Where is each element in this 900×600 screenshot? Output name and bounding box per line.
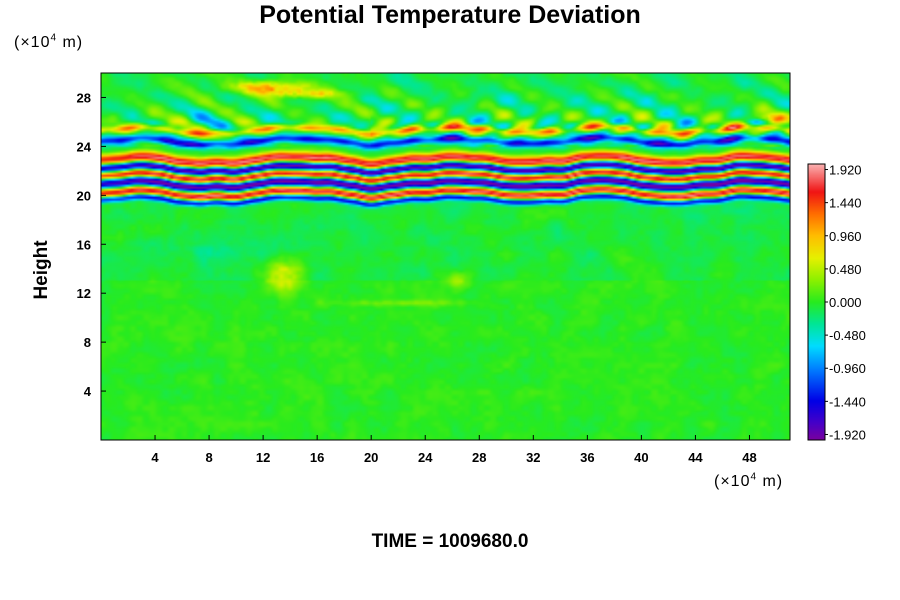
y-tick-label: 12 xyxy=(77,286,91,301)
time-label: TIME = 1009680.0 xyxy=(371,531,529,552)
x-axis-unit: (×104 m) xyxy=(714,471,784,490)
y-axis-unit: (×104 m) xyxy=(14,32,84,51)
y-axis-ticks: 4 8 12 16 20 24 28 xyxy=(77,90,106,399)
chart-title: Potential Temperature Deviation xyxy=(259,1,641,29)
colorbar-tick-label: -0.960 xyxy=(829,361,866,376)
x-tick-label: 40 xyxy=(634,450,648,465)
colorbar-tick-label: -0.480 xyxy=(829,328,866,343)
colorbar-tick-label: -1.920 xyxy=(829,427,866,442)
x-tick-label: 48 xyxy=(742,450,756,465)
y-tick-label: 28 xyxy=(77,90,91,105)
y-tick-label: 20 xyxy=(77,188,91,203)
x-tick-label: 20 xyxy=(364,450,378,465)
colorbar-tick-label: 0.000 xyxy=(829,295,862,310)
x-tick-label: 44 xyxy=(688,450,703,465)
x-tick-label: 24 xyxy=(418,450,433,465)
x-tick-label: 8 xyxy=(205,450,212,465)
colorbar-tick-label: 1.920 xyxy=(829,163,862,178)
colorbar-tick-label: 0.480 xyxy=(829,262,862,277)
x-axis-ticks: 4 8 12 16 20 24 28 32 36 40 44 48 xyxy=(151,435,757,465)
x-tick-label: 4 xyxy=(151,450,159,465)
x-tick-label: 36 xyxy=(580,450,594,465)
x-tick-label: 32 xyxy=(526,450,540,465)
y-tick-label: 8 xyxy=(84,335,91,350)
heatmap-field xyxy=(101,73,790,440)
colorbar-tick-label: 0.960 xyxy=(829,229,862,244)
colorbar-ticks: 1.920 1.440 0.960 0.480 0.000 -0.480 -0.960 -1.… xyxy=(825,163,866,442)
x-tick-label: 16 xyxy=(310,450,324,465)
y-tick-label: 4 xyxy=(84,384,92,399)
plot-frame xyxy=(100,72,791,441)
colorbar-gradient xyxy=(808,164,825,440)
y-tick-label: 16 xyxy=(77,237,91,252)
x-tick-label: 28 xyxy=(472,450,486,465)
colorbar-tick-label: -1.440 xyxy=(829,394,866,409)
y-tick-label: 24 xyxy=(77,139,92,154)
colorbar-tick-label: 1.440 xyxy=(829,196,862,211)
x-tick-label: 12 xyxy=(256,450,270,465)
